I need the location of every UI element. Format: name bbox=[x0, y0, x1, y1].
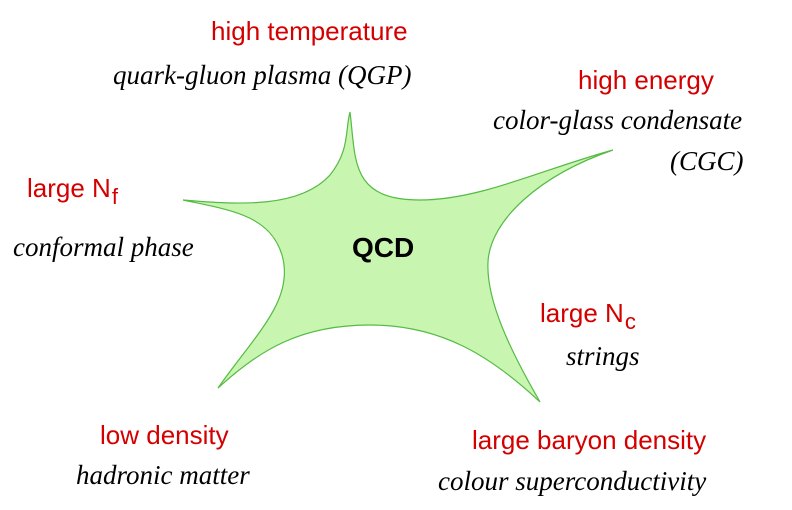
regime-large-nf-base: large N bbox=[27, 173, 111, 203]
regime-high-temperature: high temperature bbox=[211, 16, 408, 46]
regime-large-nc-sub: c bbox=[624, 309, 636, 335]
phase-quark-gluon-plasma: quark-gluon plasma (QGP) bbox=[113, 60, 412, 90]
phase-hadronic-matter: hadronic matter bbox=[76, 460, 250, 490]
phase-colour-superconductivity: colour superconductivity bbox=[438, 466, 707, 496]
phase-color-glass-condensate: color-glass condensate bbox=[493, 105, 743, 135]
regime-large-nc: large Nc bbox=[540, 298, 636, 333]
regime-high-energy: high energy bbox=[578, 65, 714, 95]
regime-large-nc-base: large N bbox=[540, 298, 624, 328]
regime-large-nf-sub: f bbox=[111, 184, 118, 210]
regime-large-nf: large Nf bbox=[27, 173, 118, 208]
phase-strings: strings bbox=[566, 341, 640, 371]
phase-conformal: conformal phase bbox=[13, 232, 194, 262]
phase-cgc-abbrev: (CGC) bbox=[670, 146, 744, 176]
regime-large-baryon-density: large baryon density bbox=[472, 425, 707, 455]
star-outline bbox=[182, 111, 614, 403]
regime-low-density: low density bbox=[100, 420, 229, 450]
qcd-label: QCD bbox=[352, 232, 415, 263]
